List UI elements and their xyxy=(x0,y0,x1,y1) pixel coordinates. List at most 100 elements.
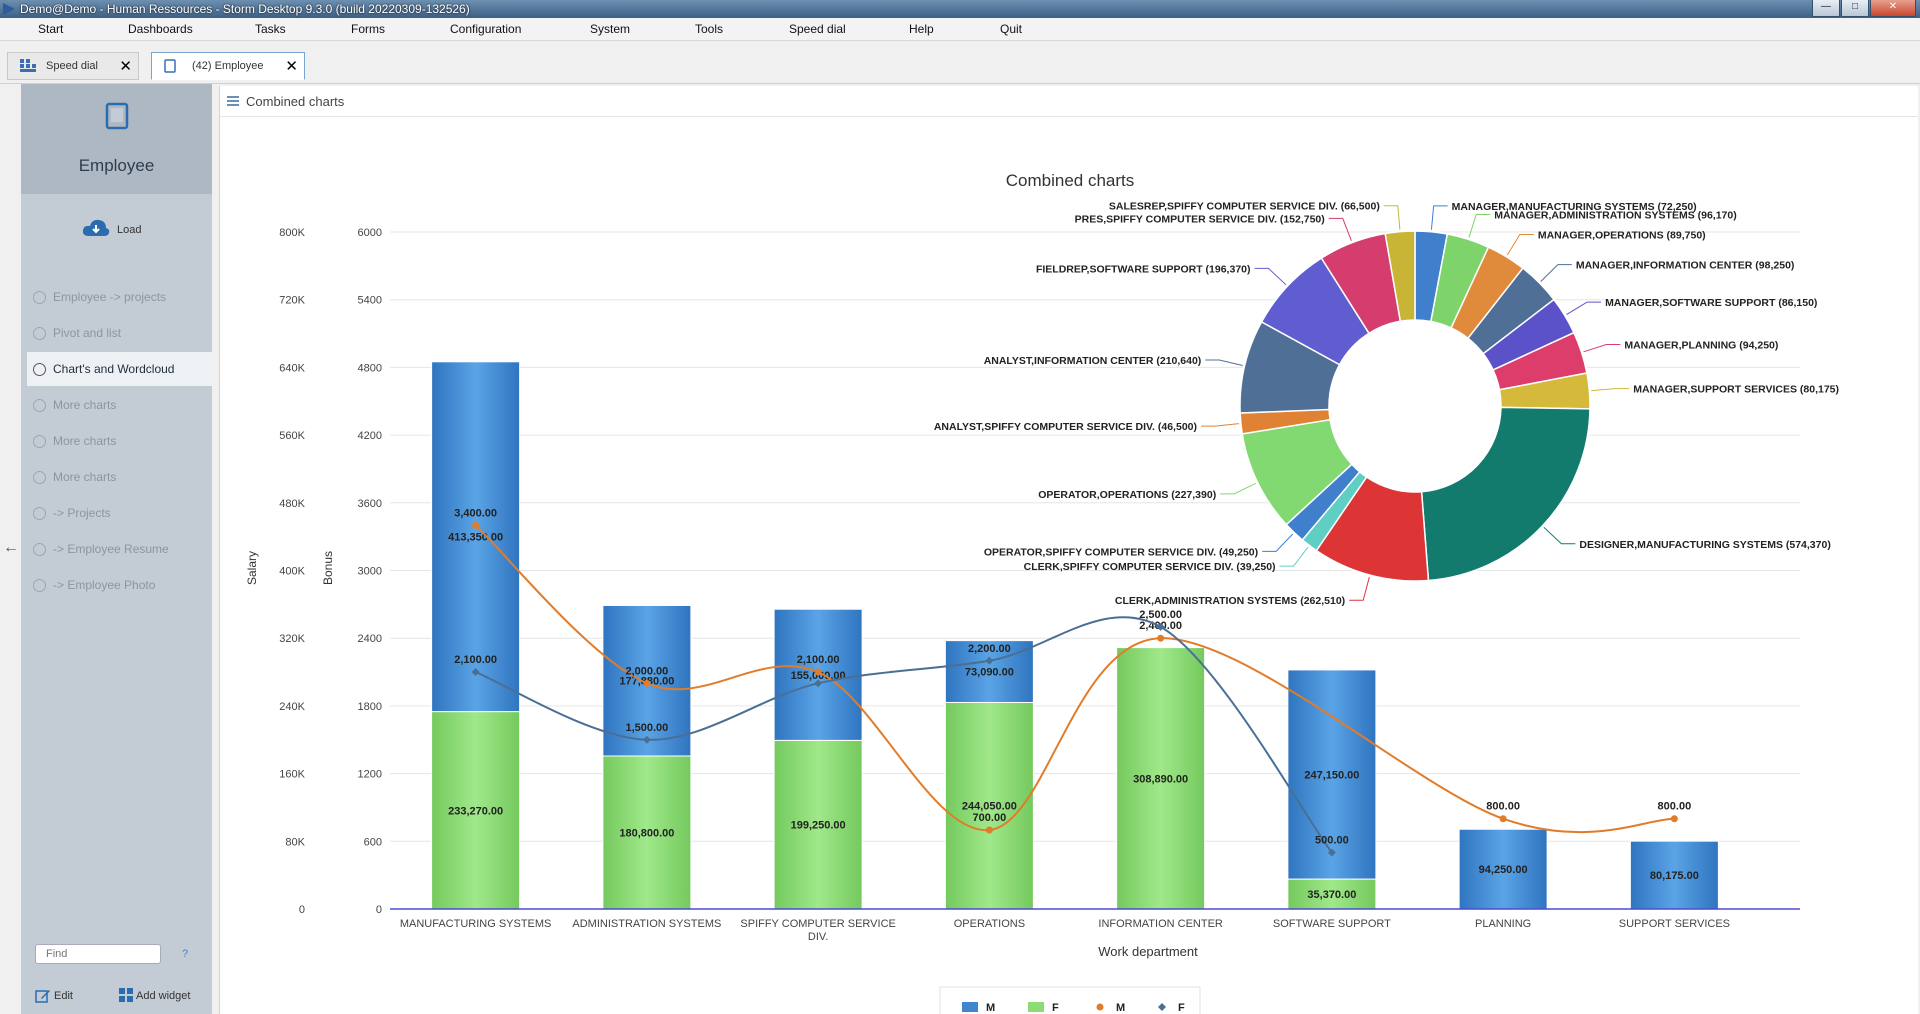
close-window-button[interactable]: ✕ xyxy=(1870,0,1916,17)
add-widget-label[interactable]: Add widget xyxy=(136,990,191,1002)
sidebar-item-employee-photo[interactable]: -> Employee Photo xyxy=(27,568,212,602)
menu-start[interactable]: Start xyxy=(38,22,64,36)
close-tab-icon[interactable]: ✕ xyxy=(119,58,132,75)
y2-tick-label: 1800 xyxy=(358,701,382,713)
menu-system[interactable]: System xyxy=(590,22,631,36)
menu-dashboards[interactable]: Dashboards xyxy=(128,22,193,36)
add-widget-icon[interactable] xyxy=(119,988,133,1002)
combined-chart: Combined charts 0 80K 160K 240K 320K 400K 480K 5… xyxy=(245,171,1839,1014)
chart-title: Combined charts xyxy=(1006,171,1135,190)
menu-configuration[interactable]: Configuration xyxy=(450,22,522,36)
line-point xyxy=(1157,634,1165,642)
y2-tick-label: 3600 xyxy=(358,498,382,510)
y-tick-label: 800K xyxy=(279,227,305,239)
donut-slice-label: MANAGER,PLANNING (94,250) xyxy=(1624,339,1778,351)
y2-tick-label: 1200 xyxy=(358,769,382,781)
find-input[interactable] xyxy=(35,944,161,964)
sidebar-item-projects[interactable]: -> Projects xyxy=(27,496,212,530)
bar-f xyxy=(773,739,863,910)
sidebar-item-more-charts-3[interactable]: More charts xyxy=(27,460,212,494)
legend-label: M xyxy=(1116,1002,1125,1014)
donut-leader-line xyxy=(1262,533,1294,552)
x-tick-label: SPIFFY COMPUTER SERVICE DIV. xyxy=(740,918,895,943)
donut-leader-line xyxy=(1349,576,1370,601)
menu-tools[interactable]: Tools xyxy=(695,22,724,36)
sidebar: Employee Load Employee -> projects Pivot… xyxy=(21,84,212,1014)
y2-tick-label: 2400 xyxy=(358,633,382,645)
line-point xyxy=(814,668,822,676)
menu-speed-dial[interactable]: Speed dial xyxy=(789,22,846,36)
donut-slice-label: ANALYST,INFORMATION CENTER (210,640) xyxy=(984,355,1202,367)
sidebar-item-employee-resume[interactable]: -> Employee Resume xyxy=(27,532,212,566)
y-tick-label: 160K xyxy=(279,769,305,781)
sidebar-header: Employee xyxy=(21,84,212,194)
line-point xyxy=(471,668,480,677)
line-data-label: 2,200.00 xyxy=(968,643,1011,655)
bar-f xyxy=(1287,878,1377,910)
line-point xyxy=(642,735,651,744)
bar-f xyxy=(1116,647,1206,910)
edit-icon[interactable] xyxy=(35,988,51,1004)
legend-marker-bar-m xyxy=(962,1002,978,1012)
edit-label[interactable]: Edit xyxy=(54,990,73,1002)
line-point xyxy=(643,679,651,687)
collapse-arrow-icon[interactable]: ← xyxy=(3,539,19,556)
legend-box xyxy=(939,986,1201,1014)
cloud-download-icon[interactable] xyxy=(82,218,110,238)
menu-bar: Start Dashboards Tasks Forms Configurati… xyxy=(0,18,1920,41)
sidebar-item-employee-projects[interactable]: Employee -> projects xyxy=(27,280,212,314)
donut-slice-label: DESIGNER,MANUFACTURING SYSTEMS (574,370) xyxy=(1579,539,1830,551)
load-label[interactable]: Load xyxy=(117,224,142,236)
menu-quit[interactable]: Quit xyxy=(1000,22,1023,36)
line-point xyxy=(1327,848,1336,857)
tablet-icon xyxy=(164,59,176,73)
donut-slice-label: MANAGER,MANUFACTURING SYSTEMS (72,250) xyxy=(1452,201,1697,213)
donut-leader-line xyxy=(1254,267,1287,286)
tab-speed-dial[interactable]: Speed dial ✕ xyxy=(7,52,139,80)
bar-m xyxy=(1458,828,1548,910)
sidebar-item-more-charts-2[interactable]: More charts xyxy=(27,424,212,458)
radio-icon xyxy=(33,327,46,340)
close-tab-icon[interactable]: ✕ xyxy=(285,58,298,75)
donut-leader-line xyxy=(1220,482,1257,495)
x-tick-label: ADMINISTRATION SYSTEMS xyxy=(572,918,721,930)
donut-slice-label: MANAGER,INFORMATION CENTER (98,250) xyxy=(1576,260,1795,272)
donut-slice-label: MANAGER,SOFTWARE SUPPORT (86,150) xyxy=(1605,297,1817,309)
x-axis-label: Work department xyxy=(1098,944,1198,959)
sidebar-item-pivot-list[interactable]: Pivot and list xyxy=(27,316,212,350)
sidebar-item-more-charts-1[interactable]: More charts xyxy=(27,388,212,422)
line-data-label: 500.00 xyxy=(1315,835,1349,847)
y-axis-label: Salary xyxy=(245,551,259,585)
bar-f xyxy=(431,711,521,910)
sidebar-title: Employee xyxy=(78,156,155,175)
donut-slice-label: MANAGER,SUPPORT SERVICES (80,175) xyxy=(1633,384,1839,396)
maximize-button[interactable]: □ xyxy=(1841,0,1869,17)
tab-employee[interactable]: (42) Employee ✕ xyxy=(151,52,305,80)
radio-icon xyxy=(33,291,46,304)
menu-help[interactable]: Help xyxy=(909,22,934,36)
bar-data-label: 244,050.00 xyxy=(962,801,1017,813)
speed-dial-icon xyxy=(20,59,36,72)
donut-leader-line xyxy=(1430,205,1448,230)
legend-marker-line-m xyxy=(1096,1003,1104,1011)
bar-data-label: 73,090.00 xyxy=(965,667,1014,679)
legend-label: F xyxy=(1052,1002,1059,1014)
app-icon xyxy=(3,3,15,15)
menu-hamburger-icon[interactable] xyxy=(227,96,239,106)
line-series-f-1 xyxy=(475,616,1333,854)
line-data-label: 800.00 xyxy=(1486,801,1520,813)
bar-data-label: 35,370.00 xyxy=(1307,889,1356,901)
line-point xyxy=(985,826,993,834)
line-data-label: 3,400.00 xyxy=(454,507,497,519)
donut-leader-line xyxy=(1468,214,1491,238)
line-data-label: 700.00 xyxy=(973,812,1007,824)
help-icon[interactable]: ? xyxy=(182,948,189,960)
line-point xyxy=(472,521,480,529)
menu-tasks[interactable]: Tasks xyxy=(255,22,286,36)
bar-m xyxy=(944,640,1034,703)
sidebar-item-charts-wordcloud[interactable]: Chart's and Wordcloud xyxy=(27,352,212,386)
donut-hole xyxy=(1330,321,1500,491)
minimize-button[interactable]: — xyxy=(1812,0,1840,17)
donut-leader-line xyxy=(1591,388,1630,392)
menu-forms[interactable]: Forms xyxy=(351,22,385,36)
